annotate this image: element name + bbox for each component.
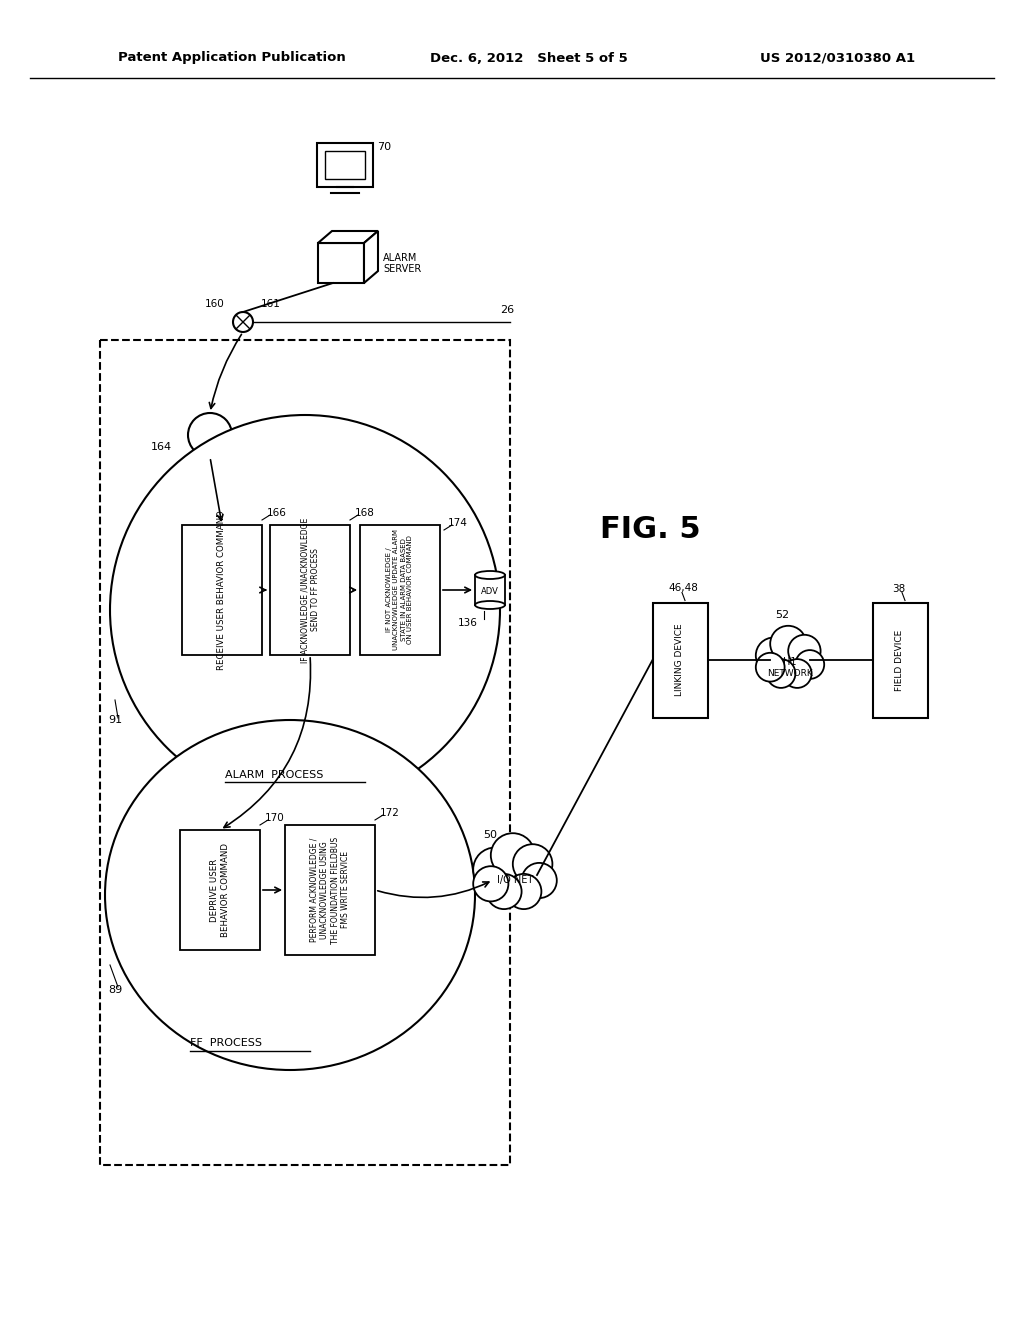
Ellipse shape — [105, 719, 475, 1071]
Text: IF NOT ACKNOWLEDGE /
UNACKNOWLEDGE UPDATE ALARM
STATE IN ALARM DATA BASED
ON USE: IF NOT ACKNOWLEDGE / UNACKNOWLEDGE UPDAT… — [386, 529, 414, 651]
Text: ADV: ADV — [481, 587, 499, 597]
FancyBboxPatch shape — [182, 525, 262, 655]
Circle shape — [506, 874, 542, 909]
Text: 160: 160 — [205, 300, 225, 309]
FancyBboxPatch shape — [317, 143, 373, 187]
Text: SERVER: SERVER — [383, 264, 421, 275]
Text: 172: 172 — [380, 808, 400, 818]
Circle shape — [473, 847, 517, 891]
FancyBboxPatch shape — [652, 602, 708, 718]
Circle shape — [486, 874, 521, 909]
Circle shape — [233, 312, 253, 333]
Text: 166: 166 — [267, 508, 287, 517]
Text: PERFORM ACKNOWLEDGE /
UNACKNOWLEDGE USING
THE FOUNDATION FIELDBUS
FMS WRITE SERV: PERFORM ACKNOWLEDGE / UNACKNOWLEDGE USIN… — [310, 837, 350, 944]
Text: 70: 70 — [377, 143, 391, 152]
Text: 161: 161 — [261, 300, 281, 309]
FancyBboxPatch shape — [360, 525, 440, 655]
Text: Dec. 6, 2012   Sheet 5 of 5: Dec. 6, 2012 Sheet 5 of 5 — [430, 51, 628, 65]
Circle shape — [788, 635, 820, 667]
FancyBboxPatch shape — [318, 243, 364, 282]
FancyBboxPatch shape — [180, 830, 260, 950]
Circle shape — [782, 659, 812, 688]
Text: DEPRIVE USER
BEHAVIOR COMMAND: DEPRIVE USER BEHAVIOR COMMAND — [210, 843, 229, 937]
FancyBboxPatch shape — [475, 576, 505, 605]
Circle shape — [770, 626, 806, 661]
Text: I/O NET: I/O NET — [497, 875, 534, 884]
FancyBboxPatch shape — [270, 525, 350, 655]
Text: RECEIVE USER BEHAVIOR COMMAND: RECEIVE USER BEHAVIOR COMMAND — [217, 510, 226, 669]
Text: 52: 52 — [775, 610, 790, 620]
Text: 50: 50 — [483, 830, 497, 840]
Ellipse shape — [110, 414, 500, 805]
Circle shape — [521, 863, 557, 898]
Text: ALARM: ALARM — [383, 253, 418, 263]
Circle shape — [756, 638, 792, 673]
Text: 174: 174 — [449, 517, 468, 528]
Text: FF  PROCESS: FF PROCESS — [190, 1038, 262, 1048]
Text: FIG. 5: FIG. 5 — [600, 516, 700, 544]
Text: 38: 38 — [892, 583, 905, 594]
Circle shape — [756, 653, 784, 681]
Text: 168: 168 — [355, 508, 375, 517]
Circle shape — [490, 833, 535, 878]
Ellipse shape — [475, 601, 505, 609]
Polygon shape — [318, 231, 378, 243]
Circle shape — [188, 413, 232, 457]
Circle shape — [796, 649, 824, 678]
Text: FIELD DEVICE: FIELD DEVICE — [896, 630, 904, 690]
Circle shape — [767, 659, 796, 688]
Text: 164: 164 — [151, 442, 172, 451]
Ellipse shape — [475, 572, 505, 579]
Text: 91: 91 — [108, 715, 122, 725]
Text: 136: 136 — [458, 618, 478, 628]
FancyBboxPatch shape — [872, 602, 928, 718]
Text: Patent Application Publication: Patent Application Publication — [118, 51, 346, 65]
Text: ALARM  PROCESS: ALARM PROCESS — [225, 770, 324, 780]
Circle shape — [473, 866, 508, 902]
Text: IF ACKNOWLEDGE /UNACKNOWLEDGE
SEND TO FF PROCESS: IF ACKNOWLEDGE /UNACKNOWLEDGE SEND TO FF… — [300, 517, 319, 663]
Text: 26: 26 — [500, 305, 514, 315]
Text: 89: 89 — [108, 985, 122, 995]
Polygon shape — [364, 231, 378, 282]
Text: NETWORK: NETWORK — [767, 669, 813, 678]
Text: 46,48: 46,48 — [668, 583, 698, 594]
Text: H1: H1 — [783, 657, 797, 667]
Text: US 2012/0310380 A1: US 2012/0310380 A1 — [760, 51, 915, 65]
Text: LINKING DEVICE: LINKING DEVICE — [676, 623, 684, 697]
FancyBboxPatch shape — [325, 150, 365, 180]
FancyBboxPatch shape — [285, 825, 375, 954]
Text: 170: 170 — [265, 813, 285, 822]
Circle shape — [513, 845, 552, 884]
